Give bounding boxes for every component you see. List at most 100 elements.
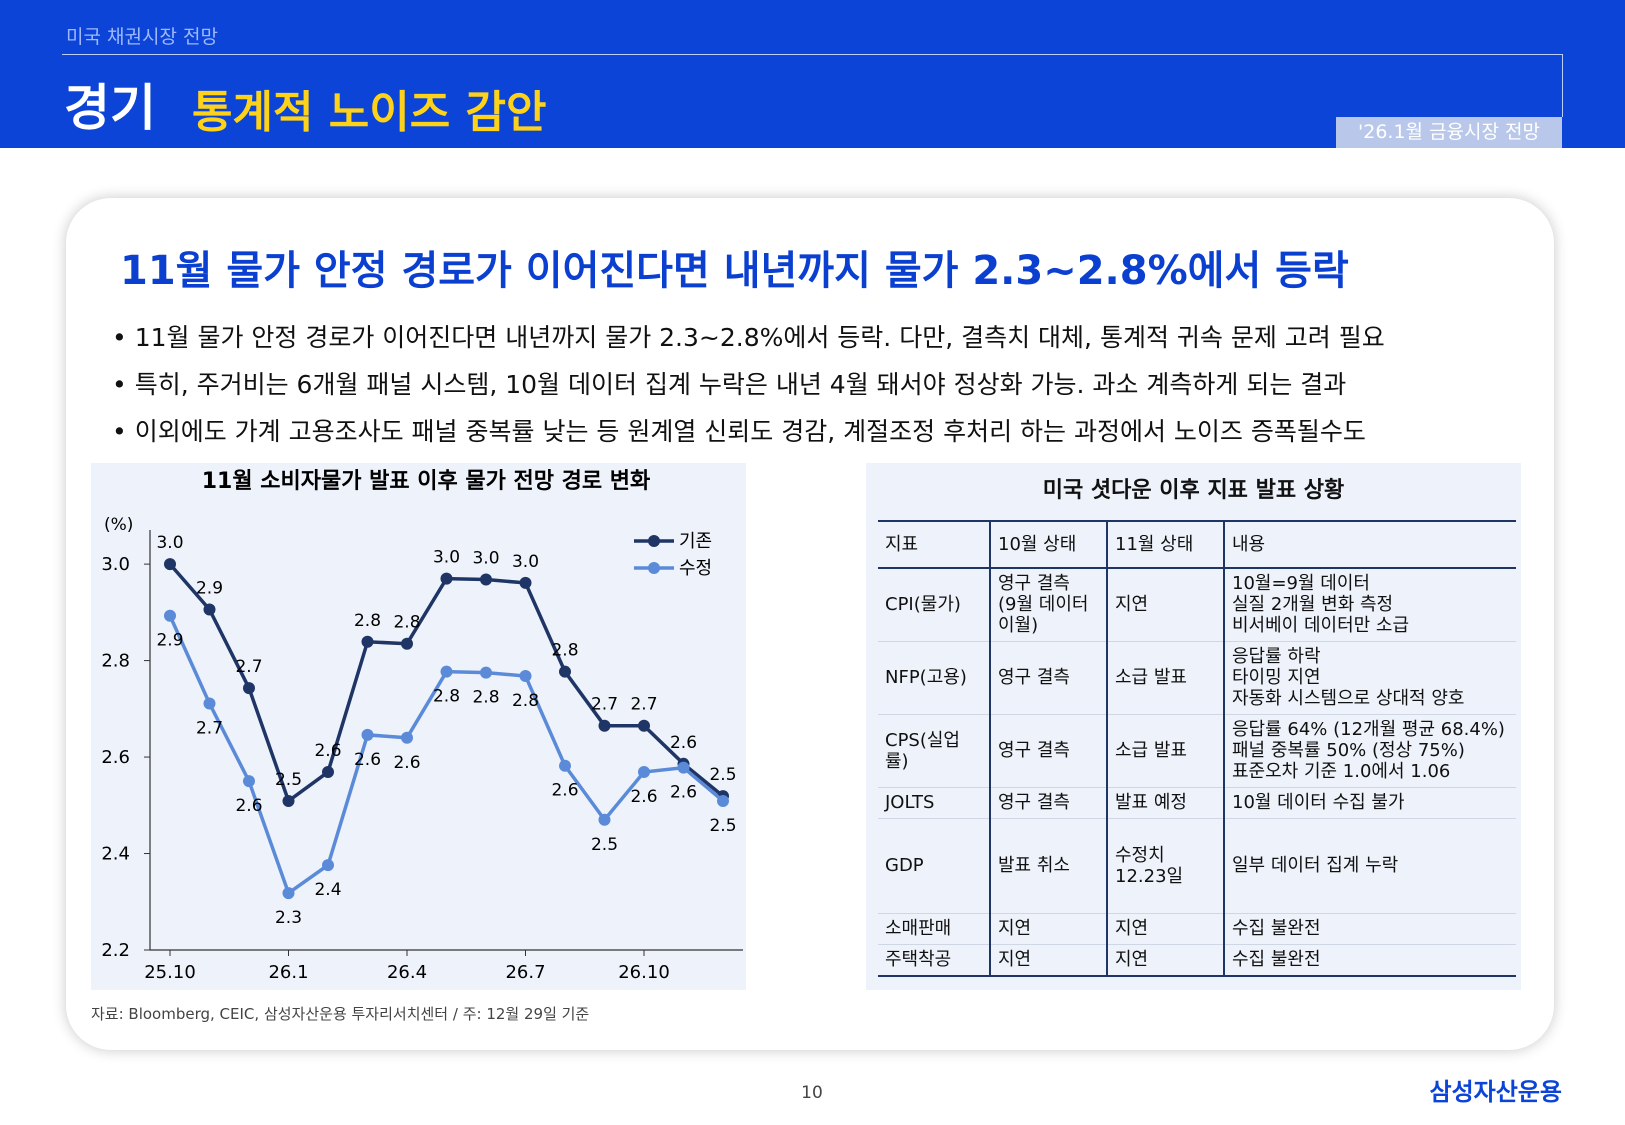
table-cell: 지연 xyxy=(989,944,1107,977)
data-label: 2.5 xyxy=(709,816,736,836)
y-axis-label: (%) xyxy=(104,515,133,535)
point xyxy=(282,794,295,807)
table-cell: GDP xyxy=(878,818,990,914)
point xyxy=(243,682,255,695)
data-label: 2.4 xyxy=(314,880,341,900)
headline: 11월 물가 안정 경로가 이어진다면 내년까지 물가 2.3~2.8%에서 등… xyxy=(120,248,1349,294)
table-cell: CPS(실업률) xyxy=(878,714,990,788)
data-label: 3.0 xyxy=(433,548,460,568)
page-subtitle: 통계적 노이즈 감안 xyxy=(192,87,547,138)
data-label: 2.6 xyxy=(670,783,697,803)
legend-marker xyxy=(648,535,660,547)
data-label: 2.6 xyxy=(670,733,697,753)
table-row: CPS(실업률) 영구 결측 소급 발표 응답률 64% (12개월 평균 68.4%… xyxy=(878,714,1516,788)
data-label: 2.6 xyxy=(630,787,657,807)
table-cell: 지연 xyxy=(1106,944,1224,977)
bullet: 특히, 주거비는 6개월 패널 시스템, 10월 데이터 집계 누락은 내년 4… xyxy=(112,365,1385,412)
page-title: 경기 xyxy=(64,79,156,137)
point xyxy=(203,603,216,616)
y-tick-label: 2.6 xyxy=(101,747,130,768)
page-number: 10 xyxy=(801,1083,823,1103)
y-tick-label: 2.2 xyxy=(101,940,130,961)
column-header: 10월 상태 xyxy=(989,521,1107,569)
point xyxy=(440,665,453,678)
table-cell: 주택착공 xyxy=(878,944,990,977)
table-cell: 수집 불완전 xyxy=(1223,944,1516,977)
column-header: 내용 xyxy=(1223,521,1516,569)
legend-label: 수정 xyxy=(679,558,712,579)
point xyxy=(480,573,492,586)
table-cell: 10월 데이터 수집 불가 xyxy=(1223,787,1516,819)
table-cell: 수집 불완전 xyxy=(1223,913,1516,945)
x-tick-label: 26.10 xyxy=(618,962,670,983)
table-header: 지표 10월 상태 11월 상태 내용 xyxy=(878,521,1516,569)
column-header: 지표 xyxy=(878,521,990,569)
data-label: 2.7 xyxy=(591,695,618,715)
bullet: 11월 물가 안정 경로가 이어진다면 내년까지 물가 2.3~2.8%에서 등… xyxy=(112,318,1385,365)
x-tick-label: 26.7 xyxy=(505,962,545,983)
legend-marker xyxy=(648,562,660,574)
legend-label: 기존 xyxy=(679,531,712,552)
table-cell: 영구 결측 xyxy=(989,714,1107,788)
data-label: 2.5 xyxy=(709,765,736,785)
data-label: 2.7 xyxy=(630,695,657,715)
table-cell: 발표 취소 xyxy=(989,818,1107,914)
bullet: 이외에도 가계 고용조사도 패널 중복률 낮는 등 원계열 신뢰도 경감, 계절… xyxy=(112,412,1385,459)
badge: '26.1월 금융시장 전망 xyxy=(1336,117,1562,148)
data-label: 2.8 xyxy=(393,613,420,633)
data-label: 2.9 xyxy=(196,578,223,598)
table-row: GDP 발표 취소 수정치 12.23일 일부 데이터 집계 누락 xyxy=(878,818,1516,914)
point xyxy=(480,666,492,679)
data-label: 2.6 xyxy=(314,741,341,761)
point xyxy=(677,761,690,774)
column-header: 11월 상태 xyxy=(1106,521,1224,569)
point xyxy=(322,859,334,872)
logo: 삼성자산운용 xyxy=(1429,1078,1562,1106)
table-cell: 지연 xyxy=(1106,568,1224,642)
point xyxy=(440,572,453,585)
point xyxy=(717,794,729,807)
table-cell: 일부 데이터 집계 누락 xyxy=(1223,818,1516,914)
data-label: 3.0 xyxy=(156,533,183,553)
point xyxy=(401,731,413,744)
x-tick-label: 26.4 xyxy=(387,962,427,983)
bullet-list: 11월 물가 안정 경로가 이어진다면 내년까지 물가 2.3~2.8%에서 등… xyxy=(112,318,1385,459)
table-cell: 응답률 64% (12개월 평균 68.4%) 패널 중복률 50% (정상 7… xyxy=(1223,714,1516,788)
table-cell: JOLTS xyxy=(878,787,990,819)
table-cell: 영구 결측 xyxy=(989,641,1107,715)
table-cell: 소매판매 xyxy=(878,913,990,945)
header-frame xyxy=(62,54,1563,117)
data-label: 2.5 xyxy=(275,770,302,790)
data-label: 2.5 xyxy=(591,835,618,855)
table-title: 미국 셧다운 이후 지표 발표 상황 xyxy=(1042,478,1345,503)
point xyxy=(598,719,611,732)
section-label: 미국 채권시장 전망 xyxy=(66,26,218,48)
table-cell: 수정치 12.23일 xyxy=(1106,818,1224,914)
point xyxy=(164,609,176,622)
data-label: 2.3 xyxy=(275,908,302,928)
point xyxy=(638,719,650,732)
table-cell: 발표 예정 xyxy=(1106,787,1224,819)
point xyxy=(401,637,413,650)
table-cell: 지연 xyxy=(989,913,1107,945)
table-row: CPI(물가) 영구 결측 (9월 데이터 이월) 지연 10월=9월 데이터 실질 … xyxy=(878,568,1516,642)
table-cell: CPI(물가) xyxy=(878,568,990,642)
data-label: 2.8 xyxy=(433,687,460,707)
y-tick-label: 3.0 xyxy=(101,554,130,575)
point xyxy=(243,775,255,788)
table-cell: 응답률 하락 타이밍 지연 자동화 시스템으로 상대적 양호 xyxy=(1223,641,1516,715)
y-tick-label: 2.8 xyxy=(101,651,130,672)
data-label: 2.6 xyxy=(235,796,262,816)
point xyxy=(559,665,571,678)
data-label: 2.8 xyxy=(354,611,381,631)
point xyxy=(638,766,650,779)
data-label: 2.6 xyxy=(551,781,578,801)
data-label: 2.6 xyxy=(354,750,381,770)
chart-title: 11월 소비자물가 발표 이후 물가 전망 경로 변화 xyxy=(202,469,651,494)
data-label: 2.8 xyxy=(551,641,578,661)
y-tick-label: 2.4 xyxy=(101,844,130,865)
table-cell: 영구 결측 (9월 데이터 이월) xyxy=(989,568,1107,642)
data-label: 3.0 xyxy=(472,549,499,569)
x-tick-label: 25.10 xyxy=(144,962,196,983)
